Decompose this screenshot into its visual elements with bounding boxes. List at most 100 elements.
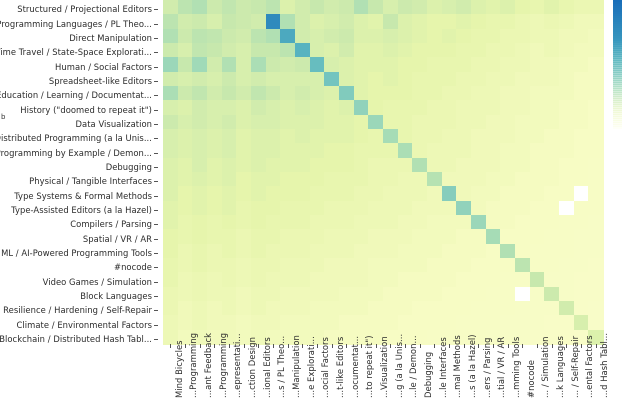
heatmap-cell[interactable] [456, 315, 472, 331]
heatmap-cell[interactable] [207, 243, 223, 259]
heatmap-cell[interactable] [500, 28, 516, 44]
heatmap-cell[interactable] [280, 43, 296, 58]
heatmap-cell[interactable] [559, 186, 575, 202]
heatmap-cell[interactable] [207, 172, 223, 187]
heatmap-cell[interactable] [383, 172, 399, 187]
heatmap-cell[interactable] [397, 28, 413, 44]
heatmap-cell[interactable] [471, 14, 487, 30]
heatmap-cell[interactable] [309, 71, 325, 87]
heatmap-cell[interactable] [485, 315, 501, 331]
heatmap-cell[interactable] [251, 57, 267, 73]
heatmap-cell[interactable] [368, 71, 384, 87]
heatmap-cell[interactable] [309, 243, 325, 259]
heatmap-cell[interactable] [427, 286, 443, 302]
heatmap-cell[interactable] [207, 215, 223, 230]
heatmap-cell[interactable] [309, 286, 325, 302]
heatmap-cell[interactable] [412, 272, 428, 288]
heatmap-cell[interactable] [163, 143, 179, 159]
heatmap-cell[interactable] [471, 301, 487, 316]
heatmap-cell[interactable] [324, 215, 340, 230]
heatmap-cell[interactable] [309, 157, 325, 173]
heatmap-cell[interactable] [324, 57, 340, 73]
heatmap-cell[interactable] [280, 329, 296, 345]
heatmap-cell[interactable] [236, 215, 252, 230]
heatmap-cell[interactable] [383, 200, 399, 216]
heatmap-cell[interactable] [309, 215, 325, 230]
heatmap-cell[interactable] [500, 71, 516, 87]
heatmap-cell[interactable] [471, 186, 487, 202]
heatmap-cell[interactable] [397, 14, 413, 30]
heatmap-cell[interactable] [544, 243, 560, 259]
heatmap-cell[interactable] [441, 43, 457, 58]
heatmap-cell[interactable] [236, 243, 252, 259]
heatmap-cell[interactable] [207, 43, 223, 58]
heatmap-cell[interactable] [485, 28, 501, 44]
heatmap-cell[interactable] [309, 315, 325, 331]
heatmap-cell[interactable] [485, 14, 501, 30]
heatmap-cell[interactable] [251, 143, 267, 159]
heatmap-cell[interactable] [427, 258, 443, 273]
heatmap-cell[interactable] [515, 243, 531, 259]
heatmap-cell[interactable] [163, 186, 179, 202]
heatmap-cell[interactable] [412, 172, 428, 187]
heatmap-cell[interactable] [500, 315, 516, 331]
heatmap-cell[interactable] [295, 100, 311, 116]
heatmap-cell[interactable] [163, 114, 179, 130]
heatmap-cell[interactable] [588, 172, 604, 187]
heatmap-cell[interactable] [236, 329, 252, 345]
heatmap-cell[interactable] [295, 43, 311, 58]
heatmap-cell[interactable] [500, 129, 516, 144]
heatmap-cell[interactable] [192, 272, 208, 288]
heatmap-cell[interactable] [471, 272, 487, 288]
heatmap-cell[interactable] [353, 229, 369, 245]
heatmap-cell[interactable] [383, 0, 399, 15]
heatmap-cell[interactable] [529, 0, 545, 15]
heatmap-cell[interactable] [588, 243, 604, 259]
heatmap-cell[interactable] [236, 143, 252, 159]
heatmap-cell[interactable] [559, 301, 575, 316]
heatmap-cell[interactable] [163, 100, 179, 116]
heatmap-cell[interactable] [515, 0, 531, 15]
heatmap-cell[interactable] [456, 258, 472, 273]
heatmap-cell[interactable] [221, 200, 237, 216]
heatmap-cell[interactable] [383, 114, 399, 130]
heatmap-cell[interactable] [368, 215, 384, 230]
heatmap-cell[interactable] [368, 0, 384, 15]
heatmap-cell[interactable] [397, 172, 413, 187]
heatmap-cell[interactable] [339, 186, 355, 202]
heatmap-cell[interactable] [456, 286, 472, 302]
heatmap-cell[interactable] [515, 100, 531, 116]
heatmap-cell[interactable] [383, 301, 399, 316]
heatmap-cell[interactable] [353, 28, 369, 44]
heatmap-cell[interactable] [412, 186, 428, 202]
heatmap-cell[interactable] [573, 329, 589, 345]
heatmap-cell[interactable] [339, 28, 355, 44]
heatmap-cell[interactable] [383, 243, 399, 259]
heatmap-cell[interactable] [573, 315, 589, 331]
heatmap-cell[interactable] [295, 200, 311, 216]
heatmap-cell[interactable] [177, 172, 193, 187]
heatmap-cell[interactable] [207, 200, 223, 216]
heatmap-cell[interactable] [251, 229, 267, 245]
heatmap-cell[interactable] [412, 0, 428, 15]
heatmap-cell[interactable] [324, 0, 340, 15]
heatmap-cell[interactable] [221, 315, 237, 331]
heatmap-cell[interactable] [251, 243, 267, 259]
heatmap-cell[interactable] [588, 200, 604, 216]
heatmap-cell[interactable] [192, 28, 208, 44]
heatmap-cell[interactable] [221, 86, 237, 101]
heatmap-cell[interactable] [559, 229, 575, 245]
heatmap-cell[interactable] [427, 143, 443, 159]
heatmap-cell[interactable] [221, 28, 237, 44]
heatmap-cell[interactable] [456, 114, 472, 130]
heatmap-cell[interactable] [163, 229, 179, 245]
heatmap-cell[interactable] [485, 329, 501, 345]
heatmap-cell[interactable] [397, 143, 413, 159]
heatmap-cell[interactable] [177, 186, 193, 202]
heatmap-cell[interactable] [236, 286, 252, 302]
heatmap-cell[interactable] [280, 129, 296, 144]
heatmap-cell[interactable] [353, 0, 369, 15]
heatmap-cell[interactable] [353, 272, 369, 288]
heatmap-cell[interactable] [588, 157, 604, 173]
heatmap-cell[interactable] [573, 172, 589, 187]
